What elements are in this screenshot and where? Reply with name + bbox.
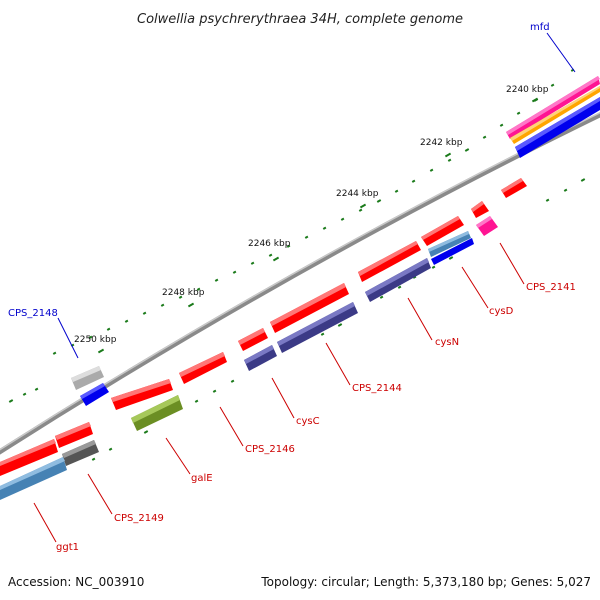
gene-ggt1-steel[interactable] (0, 457, 67, 500)
gene-ggt1-red[interactable] (0, 439, 58, 476)
leader-cps2141 (499, 242, 525, 285)
inner-scale-dots (91, 178, 586, 461)
leader-gale (165, 437, 191, 475)
gene-cysd-pink[interactable] (476, 216, 498, 236)
gene-cps2149-red[interactable] (55, 422, 93, 448)
gene-cysc-purple[interactable] (244, 345, 277, 371)
leader-cps2144 (325, 342, 351, 386)
gene-cps2146-red[interactable] (179, 352, 227, 384)
gene-cps2144-purple-a[interactable] (365, 258, 431, 302)
label-cps2146[interactable]: CPS_2146 (245, 444, 295, 455)
label-gale[interactable]: galE (191, 473, 213, 484)
leader-cysd (461, 266, 489, 309)
gene-mfd-orange[interactable] (510, 86, 600, 144)
scale-label-2242: 2242 kbp (420, 138, 463, 148)
gene-cysn-red[interactable] (421, 216, 464, 246)
label-cps2148[interactable]: CPS_2148 (8, 308, 58, 319)
scale-label-2248: 2248 kbp (162, 288, 205, 298)
gene-mfd-blue[interactable] (515, 97, 600, 158)
label-leaders (33, 32, 576, 543)
gene-cps2148-gray[interactable] (71, 366, 104, 390)
label-cps2141[interactable]: CPS_2141 (526, 282, 576, 293)
gene-cps2144-red-b[interactable] (270, 283, 349, 333)
label-cysd[interactable]: cysD (489, 306, 514, 317)
gene-cps2144-purple-b[interactable] (277, 302, 358, 353)
leader-cps2149 (87, 473, 113, 515)
major-ticks (97, 97, 539, 354)
genome-backbone (0, 112, 600, 455)
forward-strand-genes (0, 76, 600, 500)
scale-label-2246: 2246 kbp (248, 239, 291, 249)
leader-mfd (546, 32, 576, 73)
leader-cps2146 (219, 406, 244, 447)
topology-summary: Topology: circular; Length: 5,373,180 bp… (260, 575, 591, 589)
gene-cysc-red[interactable] (238, 328, 268, 351)
label-cps2149[interactable]: CPS_2149 (114, 513, 164, 524)
gene-cysn-blue[interactable] (431, 238, 474, 265)
accession-text: Accession: NC_003910 (8, 575, 144, 589)
map-title: Colwellia psychrerythraea 34H, complete … (137, 12, 463, 27)
gene-cps2148-blue[interactable] (80, 383, 109, 406)
label-mfd[interactable]: mfd (530, 22, 550, 33)
gene-gale-red[interactable] (111, 379, 173, 410)
label-ggt1[interactable]: ggt1 (56, 542, 79, 553)
label-cps2144[interactable]: CPS_2144 (352, 383, 402, 394)
gene-cps2144-red-a[interactable] (358, 241, 421, 282)
scale-label-2250: 2250 kbp (74, 335, 117, 345)
leader-cysc (271, 377, 295, 419)
gene-cysd-red[interactable] (471, 201, 489, 218)
leader-cysn (407, 297, 433, 341)
leader-ggt1 (33, 502, 57, 543)
label-cysc[interactable]: cysC (296, 416, 320, 427)
gene-cps2141-red[interactable] (501, 178, 527, 198)
label-cysn[interactable]: cysN (435, 337, 459, 348)
scale-label-2244: 2244 kbp (336, 189, 379, 199)
gene-cysn-steel[interactable] (428, 231, 471, 257)
gene-cps2149-gray[interactable] (62, 440, 99, 466)
gene-mfd-pink[interactable] (506, 76, 600, 139)
scale-label-2240: 2240 kbp (506, 85, 549, 95)
leader-cps2148 (57, 317, 79, 359)
outer-scale-dots (8, 68, 575, 403)
gene-gale-olive[interactable] (131, 395, 183, 431)
